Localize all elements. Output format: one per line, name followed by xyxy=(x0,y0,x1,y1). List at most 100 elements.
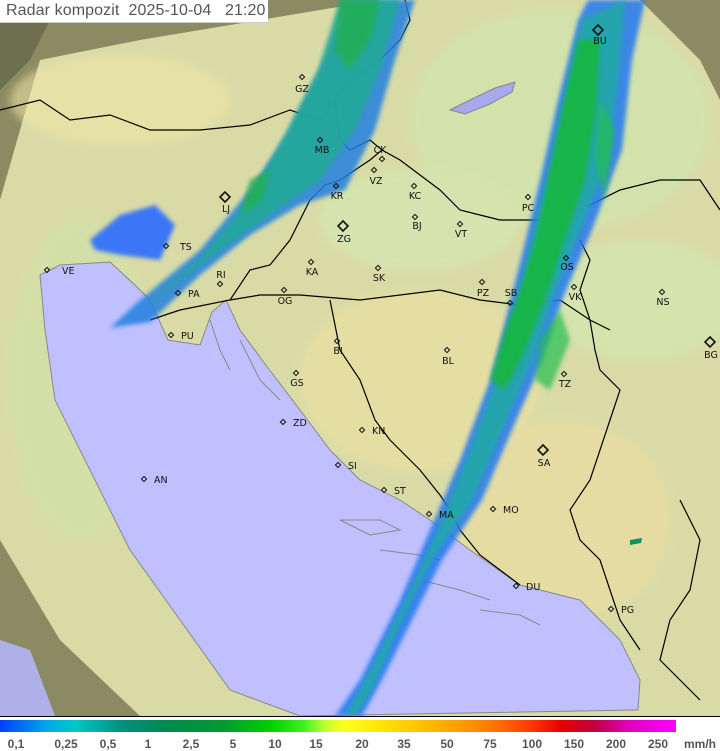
city-ns: NS xyxy=(656,288,670,308)
city-label: CK xyxy=(374,145,388,156)
city-gz: GZ xyxy=(295,73,309,95)
city-ma: MA xyxy=(425,510,454,521)
city-os: OS xyxy=(560,254,574,273)
city-vz: VZ xyxy=(369,166,383,187)
city-gs: GS xyxy=(290,369,304,389)
city-pg: PG xyxy=(607,605,634,616)
city-marker-icon xyxy=(607,605,615,613)
city-mb: MB xyxy=(315,136,329,156)
city-label: BL xyxy=(442,356,455,367)
city-markers: GZ MB CK VZ KR KC ZG BJ VT PC OS VK NS BG PZ SB LJ TS VE RI… xyxy=(43,23,718,616)
city-mo: MO xyxy=(489,505,519,516)
city-sk: SK xyxy=(373,264,386,284)
city-og: OG xyxy=(278,286,293,307)
city-ka: KA xyxy=(306,258,319,278)
city-bu: BU xyxy=(591,23,607,47)
city-label: VZ xyxy=(369,176,382,187)
city-pz: PZ xyxy=(477,278,490,299)
city-label: SB xyxy=(505,288,518,299)
city-marker-icon xyxy=(512,582,520,590)
legend-label: 75 xyxy=(483,737,497,751)
city-marker-icon xyxy=(167,331,175,339)
city-marker-icon xyxy=(374,264,382,272)
legend-label: 200 xyxy=(605,737,627,751)
city-label: SI xyxy=(348,461,357,472)
city-lj: LJ xyxy=(218,190,232,215)
city-marker-icon xyxy=(358,426,366,434)
city-pu: PU xyxy=(167,331,194,342)
precipitation-layer xyxy=(90,0,645,716)
city-marker-icon xyxy=(478,278,486,286)
city-si: SI xyxy=(334,461,357,472)
city-label: VE xyxy=(62,266,75,277)
adriatic-sea xyxy=(39,261,641,716)
city-marker-icon xyxy=(411,213,419,221)
city-marker-icon xyxy=(43,266,51,274)
city-marker-icon xyxy=(370,166,378,174)
city-marker-icon xyxy=(591,23,605,37)
city-marker-icon xyxy=(316,136,324,144)
legend-label: 50 xyxy=(440,737,454,751)
legend-label: 2,5 xyxy=(182,737,200,751)
city-marker-icon xyxy=(489,505,497,513)
city-label: AN xyxy=(154,475,168,486)
city-label: OG xyxy=(278,296,293,307)
city-label: PU xyxy=(181,331,194,342)
legend-label: 15 xyxy=(309,737,323,751)
city-zg: ZG xyxy=(336,219,351,245)
city-marker-icon xyxy=(333,337,341,345)
city-pa: PA xyxy=(174,289,200,300)
city-marker-icon xyxy=(703,335,717,349)
city-kc: KC xyxy=(409,182,422,202)
city-label: BI xyxy=(333,346,342,357)
city-marker-icon xyxy=(140,475,148,483)
legend-label: 5 xyxy=(229,737,237,751)
city-label: PG xyxy=(621,605,634,616)
radar-map: GZ MB CK VZ KR KC ZG BJ VT PC OS VK NS BG PZ SB LJ TS VE RI… xyxy=(0,0,720,716)
city-label: PC xyxy=(522,203,535,214)
city-marker-icon xyxy=(162,242,170,250)
city-bj: BJ xyxy=(411,213,422,232)
city-ts: TS xyxy=(162,242,192,253)
city-sa: SA xyxy=(536,443,551,469)
city-marker-icon xyxy=(570,283,578,291)
city-marker-icon xyxy=(216,280,224,288)
legend-label: 1 xyxy=(144,737,152,751)
city-ck: CK xyxy=(374,145,388,163)
city-marker-icon xyxy=(298,73,306,81)
city-label: PA xyxy=(188,289,200,300)
city-marker-icon xyxy=(560,370,568,378)
city-label: BJ xyxy=(412,221,421,232)
lake-balaton xyxy=(448,81,516,115)
city-label: SK xyxy=(373,273,386,284)
city-st: ST xyxy=(380,486,406,497)
city-label: GS xyxy=(290,378,303,389)
city-marker-icon xyxy=(524,193,532,201)
city-label: DU xyxy=(526,582,540,593)
city-label: PZ xyxy=(477,288,490,299)
city-label: GZ xyxy=(295,84,309,95)
legend-label: 0,1 xyxy=(7,737,25,751)
legend-label: 10 xyxy=(268,737,282,751)
city-label: KA xyxy=(306,267,319,278)
city-marker-icon xyxy=(280,286,288,294)
city-vt: VT xyxy=(455,220,467,240)
city-label: VT xyxy=(455,229,467,240)
city-tz: TZ xyxy=(558,370,572,390)
city-label: KN xyxy=(372,426,385,437)
city-label: TZ xyxy=(558,379,572,390)
city-label: ZG xyxy=(337,234,351,245)
title-box: Radar kompozit 2025-10-04 21:20 xyxy=(0,0,268,23)
city-kn: KN xyxy=(358,426,385,437)
city-marker-icon xyxy=(307,258,315,266)
legend-unit: mm/h xyxy=(683,737,717,751)
city-marker-icon xyxy=(410,182,418,190)
city-marker-icon xyxy=(292,369,300,377)
city-vk: VK xyxy=(569,283,582,303)
city-ri: RI xyxy=(216,270,226,288)
city-du: DU xyxy=(512,582,540,593)
city-marker-icon xyxy=(218,190,232,204)
legend-label: 0,5 xyxy=(99,737,117,751)
city-marker-icon xyxy=(334,461,342,469)
